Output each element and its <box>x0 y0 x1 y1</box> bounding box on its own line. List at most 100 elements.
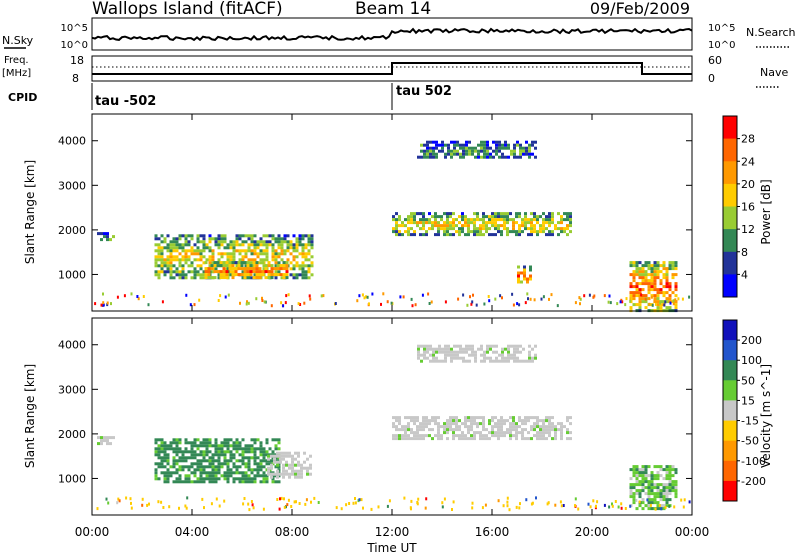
data-cell <box>530 416 533 420</box>
data-cell <box>542 221 545 225</box>
data-cell <box>310 261 314 265</box>
data-cell <box>467 419 470 423</box>
data-cell <box>163 453 167 457</box>
data-cell <box>401 221 404 225</box>
data-cell <box>674 486 678 490</box>
data-cell <box>516 155 519 159</box>
data-cell <box>470 437 473 441</box>
data-cell <box>175 438 179 442</box>
data-cell <box>462 356 465 360</box>
data-cell <box>668 477 672 481</box>
data-cell <box>277 255 281 259</box>
data-cell <box>217 468 221 472</box>
ground-speckle <box>659 301 662 305</box>
data-cell <box>468 140 471 144</box>
data-cell <box>446 437 449 441</box>
data-cell <box>416 416 419 420</box>
data-cell <box>446 419 449 423</box>
data-cell <box>219 261 223 265</box>
data-cell <box>461 227 464 231</box>
data-cell <box>282 475 285 479</box>
data-cell <box>516 143 519 147</box>
freq-trace <box>92 62 692 75</box>
data-cell <box>497 431 500 435</box>
data-cell <box>519 359 522 363</box>
data-cell <box>250 240 254 244</box>
data-cell <box>286 234 290 238</box>
data-cell <box>504 140 507 144</box>
data-cell <box>440 227 443 231</box>
data-cell <box>199 468 203 472</box>
data-cell <box>632 291 636 295</box>
data-cell <box>425 416 428 420</box>
data-cell <box>521 434 524 438</box>
data-cell <box>160 267 164 271</box>
data-cell <box>210 264 214 268</box>
data-cell <box>644 270 648 274</box>
data-cell <box>226 468 230 472</box>
data-cell <box>426 152 429 156</box>
data-cell <box>506 212 509 216</box>
data-cell <box>440 218 443 222</box>
data-cell <box>489 155 492 159</box>
data-cell <box>444 344 447 348</box>
data-cell <box>635 492 639 496</box>
data-cell <box>446 227 449 231</box>
data-cell <box>503 212 506 216</box>
data-cell <box>232 258 236 262</box>
ground-speckle <box>588 293 591 297</box>
nsky-tick-high: 10^5 <box>61 23 88 34</box>
ground-speckle <box>641 294 644 298</box>
data-cell <box>271 255 275 259</box>
data-cell <box>271 258 275 262</box>
data-cell <box>178 273 182 277</box>
ground-speckle <box>284 301 287 305</box>
data-cell <box>187 474 191 478</box>
data-cell <box>196 270 200 274</box>
data-cell <box>208 441 212 445</box>
ground-speckle <box>620 502 623 506</box>
data-cell <box>166 471 170 475</box>
ground-speckle <box>502 504 505 508</box>
data-cell <box>283 240 287 244</box>
data-cell <box>255 270 259 274</box>
data-cell <box>665 306 669 310</box>
data-cell <box>404 428 407 432</box>
ground-speckle <box>210 502 213 506</box>
data-cell <box>240 273 244 277</box>
data-cell <box>455 425 458 429</box>
ground-speckle <box>365 295 367 299</box>
data-cell <box>426 350 429 354</box>
ground-speckle <box>574 504 576 508</box>
data-cell <box>447 152 450 156</box>
data-cell <box>190 252 194 256</box>
ground-speckle <box>286 503 289 507</box>
data-cell <box>187 240 191 244</box>
data-cell <box>447 149 450 153</box>
data-cell <box>450 347 453 351</box>
data-cell <box>635 270 639 274</box>
data-cell <box>446 233 449 237</box>
data-cell <box>500 434 503 438</box>
data-cell <box>277 252 281 256</box>
data-cell <box>184 441 188 445</box>
data-cell <box>419 437 422 441</box>
data-cell <box>265 234 269 238</box>
ground-speckle <box>287 498 290 502</box>
data-cell <box>172 462 176 466</box>
data-cell <box>279 454 282 458</box>
data-cell <box>172 264 176 268</box>
data-cell <box>216 264 220 268</box>
data-cell <box>674 285 678 289</box>
data-cell <box>456 356 459 360</box>
data-cell <box>228 267 232 271</box>
data-cell <box>525 149 528 153</box>
data-cell <box>166 270 170 274</box>
data-cell <box>100 238 103 242</box>
data-cell <box>659 498 663 502</box>
data-cell <box>417 347 420 351</box>
data-cell <box>479 437 482 441</box>
ground-speckle <box>285 294 288 298</box>
data-cell <box>501 350 504 354</box>
